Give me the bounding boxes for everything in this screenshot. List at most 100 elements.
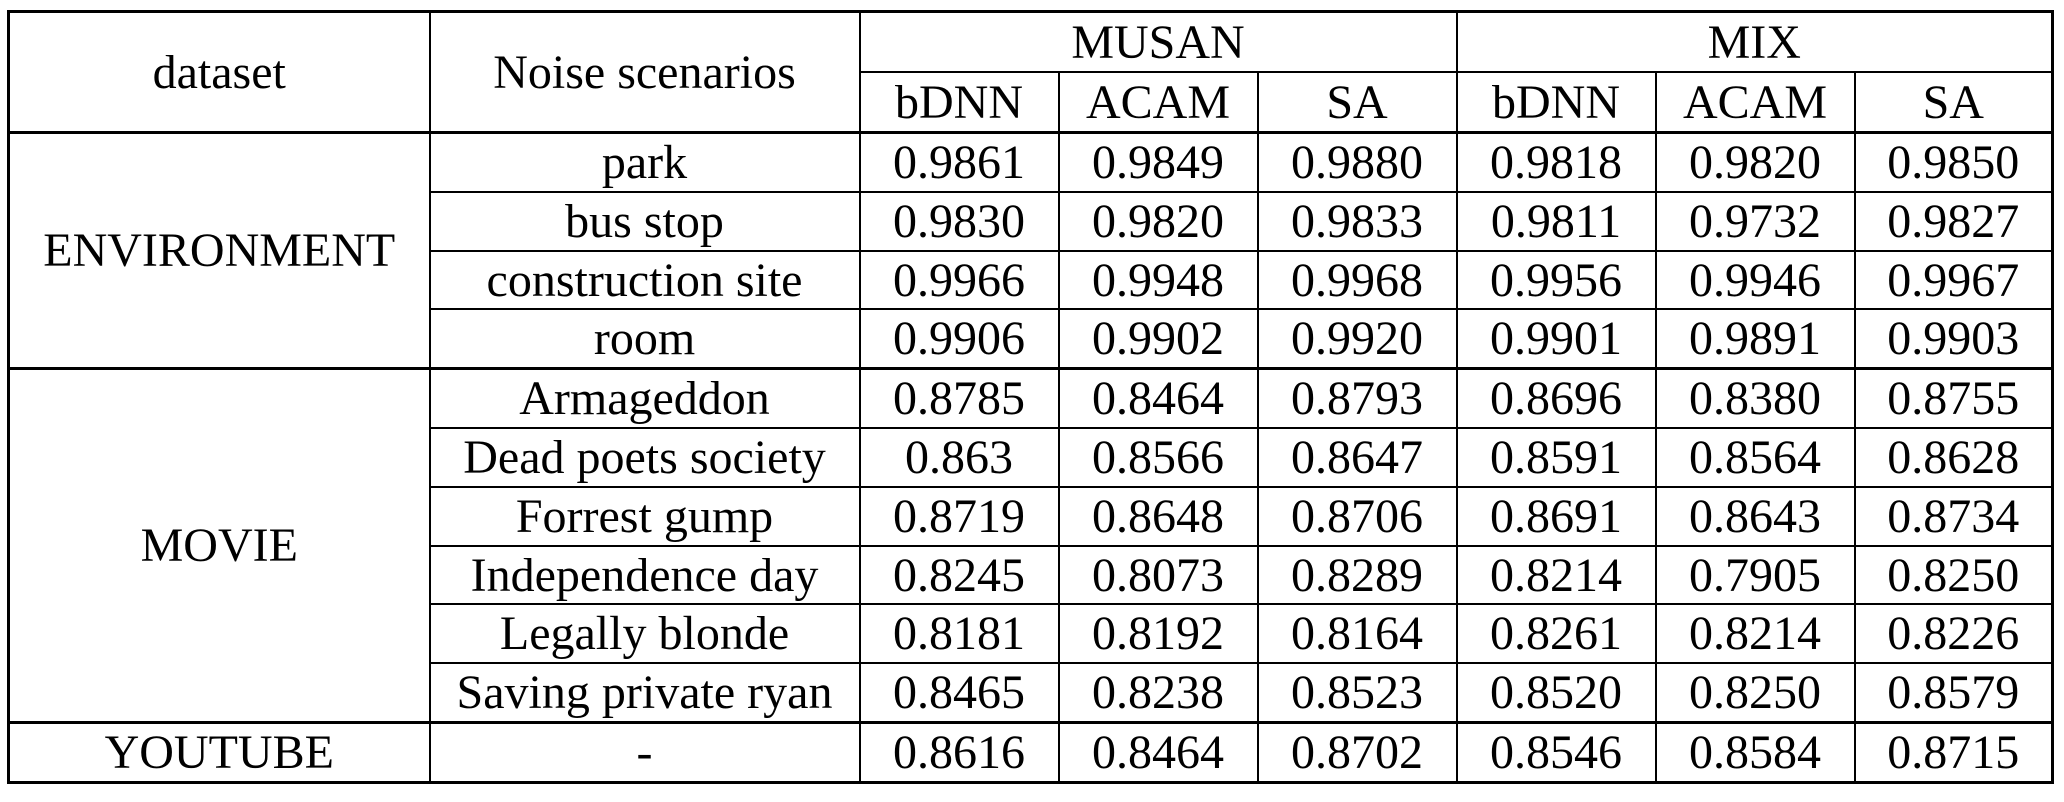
header-cell-mix-sa: SA bbox=[1853, 71, 2054, 134]
value-cell: 0.8380 bbox=[1654, 367, 1856, 430]
results-table: dataset Noise scenarios MUSAN MIX bDNN A… bbox=[7, 10, 2055, 784]
header-cell-mix-group: MIX bbox=[1455, 10, 2054, 73]
header-cell-musan-group: MUSAN bbox=[858, 10, 1458, 73]
value-cell: 0.8584 bbox=[1654, 721, 1856, 784]
value-cell: 0.8192 bbox=[1057, 603, 1259, 665]
value-cell: 0.9948 bbox=[1057, 249, 1259, 311]
value-cell: 0.8719 bbox=[858, 485, 1060, 547]
value-cell: 0.8464 bbox=[1057, 721, 1259, 784]
value-cell: 0.8591 bbox=[1455, 427, 1657, 488]
value-cell: 0.9880 bbox=[1256, 130, 1458, 193]
dataset-cell: ENVIRONMENT bbox=[7, 130, 431, 370]
table-row: Independence day 0.8245 0.8073 0.8289 0.8214… bbox=[9, 544, 2054, 606]
value-cell: 0.8755 bbox=[1853, 367, 2054, 430]
table-row: bus stop 0.9830 0.9820 0.9833 0.9811 0.9732 0.… bbox=[9, 190, 2054, 252]
value-cell: 0.9920 bbox=[1256, 308, 1458, 370]
value-cell: 0.8564 bbox=[1654, 427, 1856, 488]
table-row: Saving private ryan 0.8465 0.8238 0.8523 0.8… bbox=[9, 662, 2054, 724]
table-header: dataset Noise scenarios MUSAN MIX bDNN A… bbox=[7, 10, 2054, 134]
value-cell: 0.8643 bbox=[1654, 485, 1856, 547]
value-cell: 0.8706 bbox=[1256, 485, 1458, 547]
value-cell: 0.8465 bbox=[858, 662, 1060, 724]
dataset-cell: MOVIE bbox=[7, 367, 431, 724]
header-row-models: bDNN ACAM SA bDNN ACAM SA bbox=[9, 71, 2054, 134]
header-cell-musan-sa: SA bbox=[1256, 71, 1458, 134]
scenario-cell: Forrest gump bbox=[428, 485, 861, 547]
value-cell: 0.9968 bbox=[1256, 249, 1458, 311]
value-cell: 0.8261 bbox=[1455, 603, 1657, 665]
header-cell-mix-bdnn: bDNN bbox=[1455, 71, 1657, 134]
value-cell: 0.9820 bbox=[1057, 190, 1259, 252]
value-cell: 0.8579 bbox=[1853, 662, 2054, 724]
value-cell: 0.8238 bbox=[1057, 662, 1259, 724]
scenario-cell: Armageddon bbox=[428, 367, 861, 430]
scenario-cell: Independence day bbox=[428, 544, 861, 606]
value-cell: 0.9849 bbox=[1057, 130, 1259, 193]
table-row: Forrest gump 0.8719 0.8648 0.8706 0.8691 0.86… bbox=[9, 485, 2054, 547]
table-row: room 0.9906 0.9902 0.9920 0.9901 0.9891 0.9903 bbox=[9, 308, 2054, 370]
header-row-groups: dataset Noise scenarios MUSAN MIX bbox=[7, 10, 2054, 134]
scenario-cell: Dead poets society bbox=[428, 427, 861, 488]
value-cell: 0.8546 bbox=[1455, 721, 1657, 784]
scenario-cell: - bbox=[428, 721, 861, 784]
value-cell: 0.8715 bbox=[1853, 721, 2054, 784]
value-cell: 0.8793 bbox=[1256, 367, 1458, 430]
scenario-cell: park bbox=[428, 130, 861, 193]
table-row: MOVIE Armageddon 0.8785 0.8464 0.8793 0.8696 0… bbox=[7, 367, 2054, 724]
value-cell: 0.9732 bbox=[1654, 190, 1856, 252]
dataset-cell: YOUTUBE bbox=[7, 721, 431, 784]
value-cell: 0.9827 bbox=[1853, 190, 2054, 252]
value-cell: 0.8181 bbox=[858, 603, 1060, 665]
header-cell-musan-acam: ACAM bbox=[1057, 71, 1259, 134]
table-row: ENVIRONMENT park 0.9861 0.9849 0.9880 0.9818 0… bbox=[7, 130, 2054, 370]
header-cell-dataset: dataset bbox=[7, 10, 431, 134]
value-cell: 0.9902 bbox=[1057, 308, 1259, 370]
value-cell: 0.9820 bbox=[1654, 130, 1856, 193]
value-cell: 0.9850 bbox=[1853, 130, 2054, 193]
value-cell: 0.8226 bbox=[1853, 603, 2054, 665]
value-cell: 0.9966 bbox=[858, 249, 1060, 311]
value-cell: 0.8566 bbox=[1057, 427, 1259, 488]
value-cell: 0.9901 bbox=[1455, 308, 1657, 370]
value-cell: 0.8616 bbox=[858, 721, 1060, 784]
value-cell: 0.8696 bbox=[1455, 367, 1657, 430]
table-row: Legally blonde 0.8181 0.8192 0.8164 0.8261 0.… bbox=[9, 603, 2054, 665]
value-cell: 0.9967 bbox=[1853, 249, 2054, 311]
value-cell: 0.8648 bbox=[1057, 485, 1259, 547]
value-cell: 0.8164 bbox=[1256, 603, 1458, 665]
table-body: ENVIRONMENT park 0.9861 0.9849 0.9880 0.9818 0… bbox=[7, 130, 2054, 784]
value-cell: 0.7905 bbox=[1654, 544, 1856, 606]
value-cell: 0.8245 bbox=[858, 544, 1060, 606]
value-cell: 0.9861 bbox=[858, 130, 1060, 193]
value-cell: 0.9891 bbox=[1654, 308, 1856, 370]
scenario-cell: room bbox=[428, 308, 861, 370]
header-cell-noise-scenarios: Noise scenarios bbox=[428, 10, 861, 134]
value-cell: 0.9818 bbox=[1455, 130, 1657, 193]
scenario-cell: Legally blonde bbox=[428, 603, 861, 665]
scenario-cell: Saving private ryan bbox=[428, 662, 861, 724]
value-cell: 0.9903 bbox=[1853, 308, 2054, 370]
value-cell: 0.8734 bbox=[1853, 485, 2054, 547]
value-cell: 0.8073 bbox=[1057, 544, 1259, 606]
value-cell: 0.8250 bbox=[1654, 662, 1856, 724]
value-cell: 0.9830 bbox=[858, 190, 1060, 252]
scenario-cell: bus stop bbox=[428, 190, 861, 252]
value-cell: 0.9811 bbox=[1455, 190, 1657, 252]
value-cell: 0.9956 bbox=[1455, 249, 1657, 311]
value-cell: 0.863 bbox=[858, 427, 1060, 488]
value-cell: 0.8214 bbox=[1654, 603, 1856, 665]
value-cell: 0.9946 bbox=[1654, 249, 1856, 311]
value-cell: 0.9833 bbox=[1256, 190, 1458, 252]
value-cell: 0.8250 bbox=[1853, 544, 2054, 606]
value-cell: 0.8289 bbox=[1256, 544, 1458, 606]
header-cell-musan-bdnn: bDNN bbox=[858, 71, 1060, 134]
value-cell: 0.9906 bbox=[858, 308, 1060, 370]
value-cell: 0.8702 bbox=[1256, 721, 1458, 784]
value-cell: 0.8464 bbox=[1057, 367, 1259, 430]
table-row: Dead poets society 0.863 0.8566 0.8647 0.859… bbox=[9, 427, 2054, 488]
table-row: YOUTUBE -0.8616 0.8464 0.8702 0.8546 0.8584 0.… bbox=[7, 721, 2054, 784]
value-cell: 0.8691 bbox=[1455, 485, 1657, 547]
value-cell: 0.8628 bbox=[1853, 427, 2054, 488]
value-cell: 0.8523 bbox=[1256, 662, 1458, 724]
value-cell: 0.8647 bbox=[1256, 427, 1458, 488]
